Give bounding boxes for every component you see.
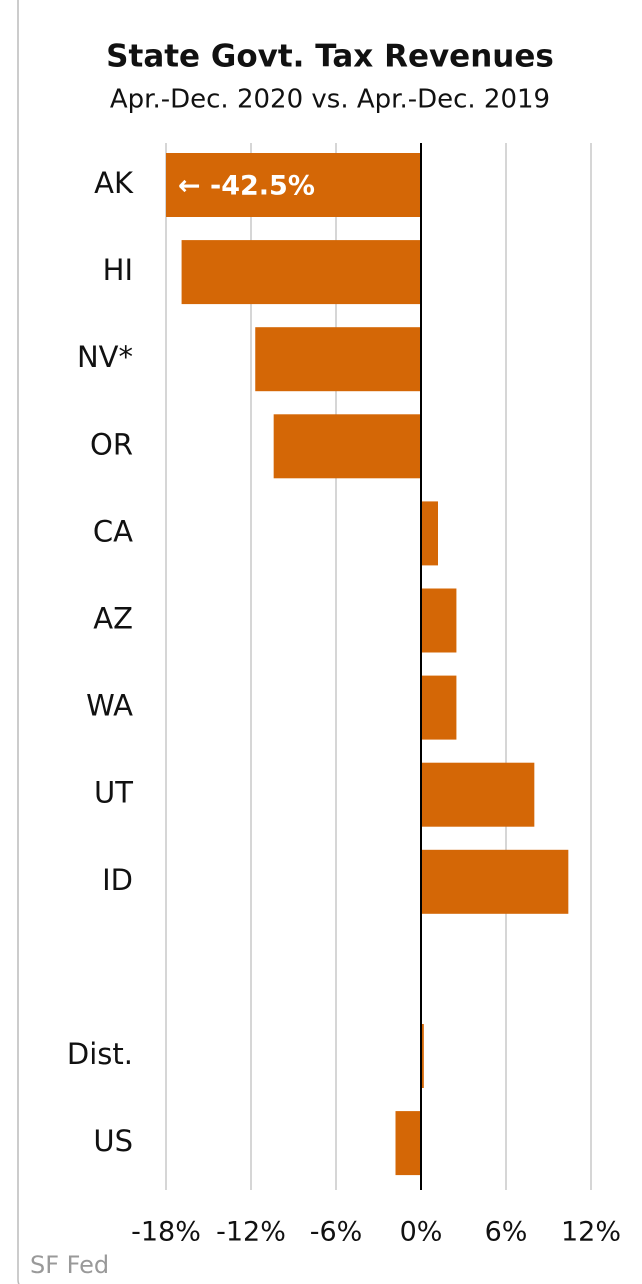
category-label: UT (94, 776, 133, 810)
category-label: HI (103, 253, 133, 287)
chart-subtitle: Apr.-Dec. 2020 vs. Apr.-Dec. 2019 (110, 85, 550, 115)
category-label: US (93, 1124, 133, 1158)
bar (421, 588, 457, 653)
category-label: Dist. (67, 1037, 133, 1071)
bar (421, 675, 457, 740)
category-label: NV* (77, 340, 133, 374)
source: SF Fed (30, 1251, 109, 1279)
category-label: AZ (93, 602, 133, 636)
category-label: ID (102, 863, 133, 897)
x-tick-label: 0% (400, 1217, 443, 1248)
bar (421, 849, 569, 914)
bar (421, 762, 535, 827)
bar (181, 240, 421, 305)
category-label: OR (90, 427, 133, 461)
bar (273, 414, 421, 479)
x-tick-label: 12% (561, 1217, 621, 1248)
frame (17, 0, 20, 1284)
x-tick-label: -12% (216, 1217, 286, 1248)
bar (395, 1111, 421, 1176)
bar (421, 501, 438, 566)
bar (255, 327, 421, 392)
x-tick-label: 6% (485, 1217, 528, 1248)
bar (421, 1024, 424, 1088)
x-tick-label: -18% (131, 1217, 201, 1248)
x-tick-label: -6% (310, 1217, 363, 1248)
value-label: ← -42.5% (178, 171, 315, 202)
category-label: WA (86, 689, 133, 723)
category-label: CA (93, 514, 133, 548)
bar (166, 153, 421, 217)
chart-title: State Govt. Tax Revenues (106, 39, 554, 75)
category-label: AK (94, 166, 134, 200)
